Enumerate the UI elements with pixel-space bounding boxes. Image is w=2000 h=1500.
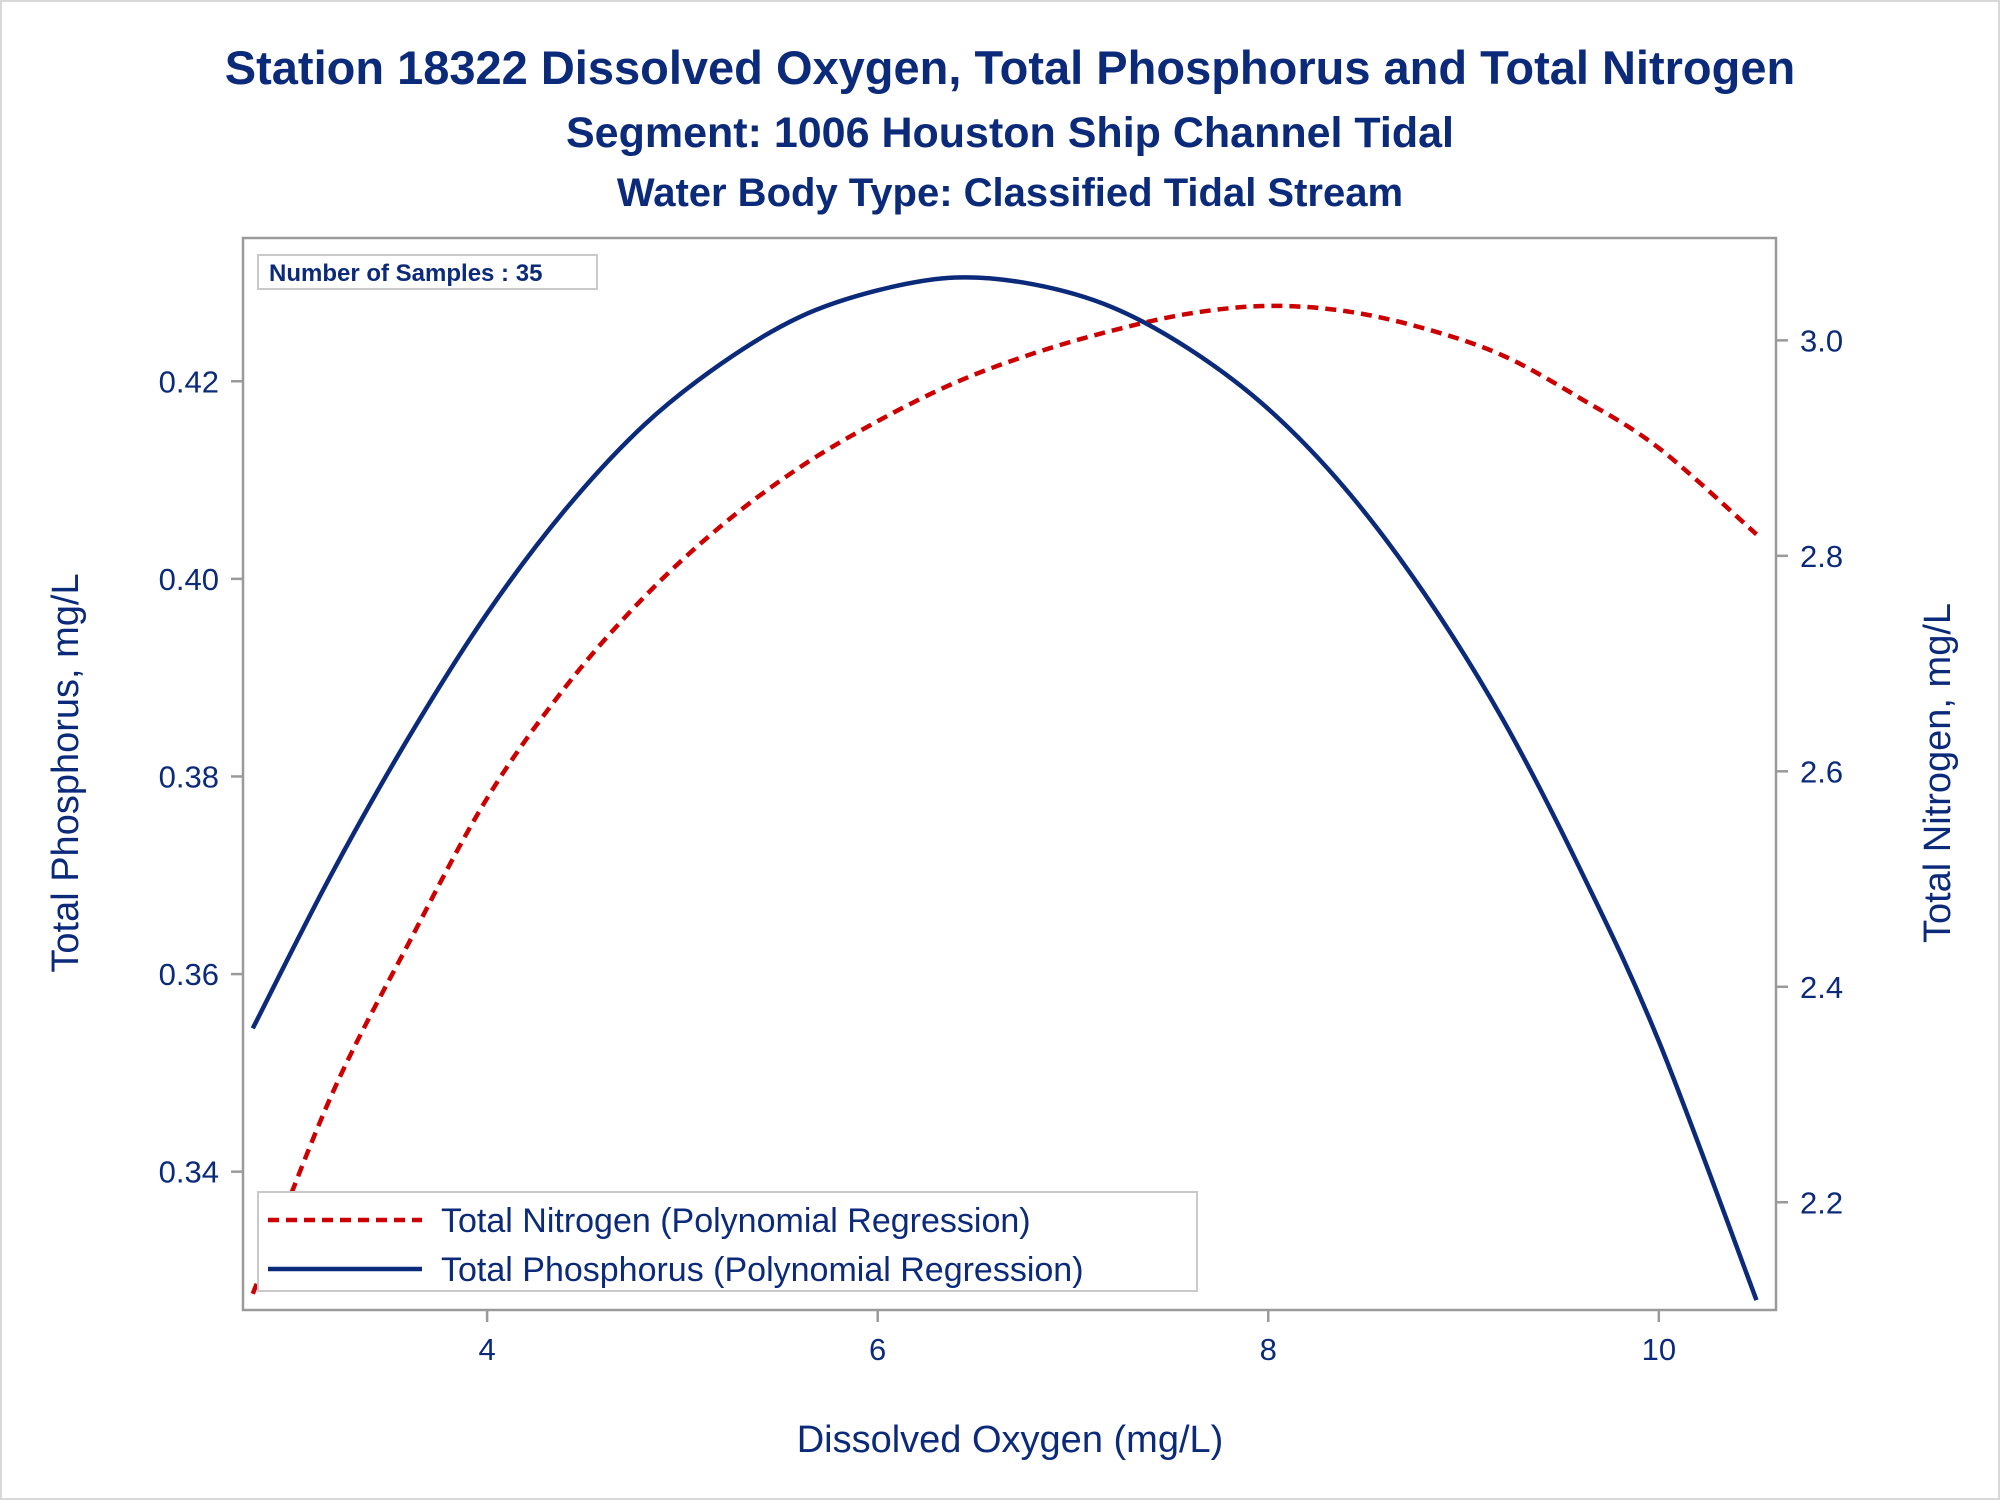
chart-title: Station 18322 Dissolved Oxygen, Total Ph…	[225, 41, 1795, 94]
x-tick-label: 6	[869, 1332, 886, 1367]
x-axis-label: Dissolved Oxygen (mg/L)	[797, 1419, 1224, 1461]
y-axis-ticks: 0.34 0.36 0.38 0.40 0.42	[159, 364, 243, 1190]
y2-tick-label: 2.6	[1800, 754, 1843, 789]
y-tick-label: 0.36	[159, 957, 219, 992]
x-tick-label: 4	[478, 1332, 495, 1367]
y2-tick-label: 2.2	[1800, 1185, 1843, 1220]
chart-subtitle-2: Water Body Type: Classified Tidal Stream	[617, 171, 1403, 215]
sample-count-label: Number of Samples : 35	[269, 260, 542, 287]
x-tick-label: 10	[1642, 1332, 1676, 1367]
legend-label: Total Nitrogen (Polynomial Regression)	[441, 1202, 1031, 1240]
y-tick-label: 0.42	[159, 364, 219, 399]
y2-tick-label: 2.4	[1800, 970, 1843, 1005]
y-tick-label: 0.38	[159, 759, 219, 794]
legend-frame	[257, 1191, 1198, 1292]
plot-area-border	[241, 236, 1778, 1312]
y2-tick-label: 3.0	[1800, 323, 1843, 358]
y-axis-label: Total Phosphorus, mg/L	[45, 573, 87, 972]
x-tick-label: 8	[1260, 1332, 1277, 1367]
y-tick-label: 0.34	[159, 1155, 219, 1190]
sample-count-frame	[257, 254, 598, 290]
y2-axis-ticks: 2.2 2.4 2.6 2.8 3.0	[1776, 323, 1843, 1220]
legend: Total Nitrogen (Polynomial Regression) To…	[257, 1191, 1198, 1292]
series-line-total-nitrogen	[250, 303, 1758, 1295]
y-tick-label: 0.40	[159, 562, 219, 597]
y2-tick-label: 2.8	[1800, 539, 1843, 574]
series-line-total-phosphorus	[250, 275, 1759, 1301]
x-axis-ticks: 4 6 8 10	[478, 1310, 1676, 1367]
y2-axis-label: Total Nitrogen, mg/L	[1917, 603, 1959, 943]
series-layer	[250, 275, 1759, 1301]
sample-count-box: Number of Samples : 35	[257, 254, 598, 290]
legend-label: Total Phosphorus (Polynomial Regression)	[441, 1251, 1084, 1289]
chart-subtitle: Segment: 1006 Houston Ship Channel Tidal	[566, 109, 1454, 157]
legend-items: Total Nitrogen (Polynomial Regression) To…	[268, 1202, 1084, 1289]
